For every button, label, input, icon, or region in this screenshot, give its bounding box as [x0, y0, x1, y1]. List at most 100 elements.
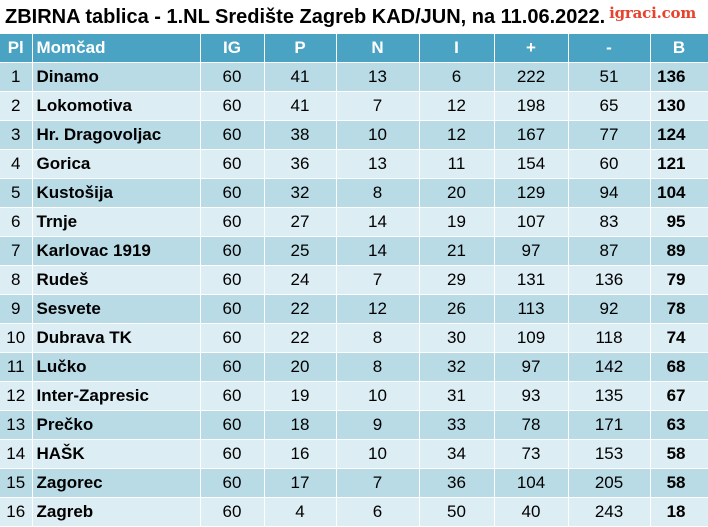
cell-team: HAŠK: [32, 439, 201, 469]
cell-ig: 60: [200, 120, 265, 150]
cell-b: 121: [650, 149, 708, 179]
cell-minus: 153: [568, 439, 651, 469]
cell-plus: 97: [494, 236, 569, 266]
cell-p: 16: [264, 439, 337, 469]
cell-b: 78: [650, 294, 708, 324]
cell-minus: 87: [568, 236, 651, 266]
cell-team: Hr. Dragovoljac: [32, 120, 201, 150]
cell-minus: 142: [568, 352, 651, 382]
cell-p: 38: [264, 120, 337, 150]
cell-b: 58: [650, 468, 708, 498]
cell-plus: 113: [494, 294, 569, 324]
cell-plus: 73: [494, 439, 569, 469]
cell-b: 136: [650, 62, 708, 92]
table-row: 13 Prečko 60 18 9 33 78 171 63: [0, 410, 708, 440]
cell-p: 41: [264, 91, 337, 121]
table-row: 12 Inter-Zapresic 60 19 10 31 93 135 67: [0, 381, 708, 411]
cell-team: Zagreb: [32, 497, 201, 527]
header-p: P: [264, 34, 337, 63]
cell-pl: 11: [0, 352, 33, 382]
cell-pl: 14: [0, 439, 33, 469]
cell-pl: 1: [0, 62, 33, 92]
igraci-logo: igraci.com: [609, 4, 696, 22]
cell-n: 7: [336, 468, 420, 498]
cell-plus: 222: [494, 62, 569, 92]
cell-i: 19: [419, 207, 495, 237]
cell-i: 30: [419, 323, 495, 353]
cell-p: 19: [264, 381, 337, 411]
cell-minus: 94: [568, 178, 651, 208]
cell-n: 10: [336, 439, 420, 469]
cell-n: 14: [336, 207, 420, 237]
cell-plus: 154: [494, 149, 569, 179]
cell-ig: 60: [200, 410, 265, 440]
cell-b: 79: [650, 265, 708, 295]
cell-ig: 60: [200, 62, 265, 92]
header-n: N: [336, 34, 420, 63]
cell-plus: 78: [494, 410, 569, 440]
cell-ig: 60: [200, 323, 265, 353]
cell-p: 25: [264, 236, 337, 266]
standings-table-view: ZBIRNA tablica - 1.NL Središte Zagreb KA…: [0, 4, 708, 527]
cell-plus: 97: [494, 352, 569, 382]
table-row: 1 Dinamo 60 41 13 6 222 51 136: [0, 62, 708, 92]
cell-b: 63: [650, 410, 708, 440]
header-plus: +: [494, 34, 569, 63]
header-pl: Pl: [0, 34, 33, 63]
cell-ig: 60: [200, 207, 265, 237]
cell-minus: 77: [568, 120, 651, 150]
cell-minus: 171: [568, 410, 651, 440]
cell-ig: 60: [200, 265, 265, 295]
cell-n: 6: [336, 497, 420, 527]
cell-b: 18: [650, 497, 708, 527]
cell-plus: 129: [494, 178, 569, 208]
cell-i: 6: [419, 62, 495, 92]
cell-p: 17: [264, 468, 337, 498]
cell-pl: 12: [0, 381, 33, 411]
cell-i: 31: [419, 381, 495, 411]
standings-table: Pl Momčad IG P N I + - B 1 Dinamo 60 41 13 6 2…: [0, 34, 708, 527]
cell-minus: 118: [568, 323, 651, 353]
cell-pl: 16: [0, 497, 33, 527]
cell-i: 20: [419, 178, 495, 208]
cell-i: 29: [419, 265, 495, 295]
cell-pl: 7: [0, 236, 33, 266]
cell-b: 104: [650, 178, 708, 208]
cell-minus: 60: [568, 149, 651, 179]
header-minus: -: [568, 34, 651, 63]
cell-pl: 13: [0, 410, 33, 440]
cell-i: 26: [419, 294, 495, 324]
cell-n: 10: [336, 381, 420, 411]
cell-b: 68: [650, 352, 708, 382]
cell-b: 67: [650, 381, 708, 411]
cell-n: 10: [336, 120, 420, 150]
cell-pl: 3: [0, 120, 33, 150]
cell-n: 12: [336, 294, 420, 324]
cell-n: 9: [336, 410, 420, 440]
cell-i: 11: [419, 149, 495, 179]
cell-p: 27: [264, 207, 337, 237]
cell-i: 32: [419, 352, 495, 382]
cell-ig: 60: [200, 497, 265, 527]
cell-ig: 60: [200, 294, 265, 324]
cell-n: 8: [336, 178, 420, 208]
cell-team: Prečko: [32, 410, 201, 440]
cell-b: 58: [650, 439, 708, 469]
cell-minus: 205: [568, 468, 651, 498]
cell-n: 7: [336, 265, 420, 295]
cell-ig: 60: [200, 439, 265, 469]
cell-minus: 243: [568, 497, 651, 527]
cell-i: 12: [419, 91, 495, 121]
cell-p: 4: [264, 497, 337, 527]
cell-team: Karlovac 1919: [32, 236, 201, 266]
cell-b: 74: [650, 323, 708, 353]
cell-team: Sesvete: [32, 294, 201, 324]
cell-team: Kustošija: [32, 178, 201, 208]
table-row: 2 Lokomotiva 60 41 7 12 198 65 130: [0, 91, 708, 121]
cell-p: 22: [264, 294, 337, 324]
table-row: 10 Dubrava TK 60 22 8 30 109 118 74: [0, 323, 708, 353]
table-row: 5 Kustošija 60 32 8 20 129 94 104: [0, 178, 708, 208]
table-row: 6 Trnje 60 27 14 19 107 83 95: [0, 207, 708, 237]
cell-n: 13: [336, 62, 420, 92]
cell-ig: 60: [200, 468, 265, 498]
